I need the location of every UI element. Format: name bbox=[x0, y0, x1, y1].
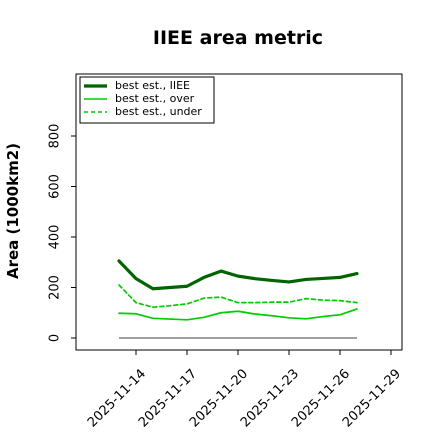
chart-title: IIEE area metric bbox=[153, 27, 323, 49]
y-tick-label: 0 bbox=[48, 334, 63, 342]
series-layer bbox=[117, 259, 359, 321]
y-tick-label: 600 bbox=[48, 174, 63, 199]
legend-label-3: best est., under bbox=[115, 105, 202, 118]
series-line-3 bbox=[118, 284, 358, 309]
series-line-2 bbox=[118, 308, 358, 321]
series-line-1 bbox=[117, 259, 359, 291]
y-tick-label: 800 bbox=[48, 124, 63, 149]
y-axis-label: Area (1000km2) bbox=[4, 143, 22, 279]
plot-area-frame bbox=[75, 73, 403, 351]
legend-label-1: best est., IIEE bbox=[115, 79, 190, 92]
y-axis: 0 200 400 600 800 bbox=[48, 124, 76, 342]
y-tick-label: 400 bbox=[48, 225, 63, 250]
legend-label-2: best est., over bbox=[115, 92, 195, 105]
y-tick-label: 200 bbox=[48, 275, 63, 300]
